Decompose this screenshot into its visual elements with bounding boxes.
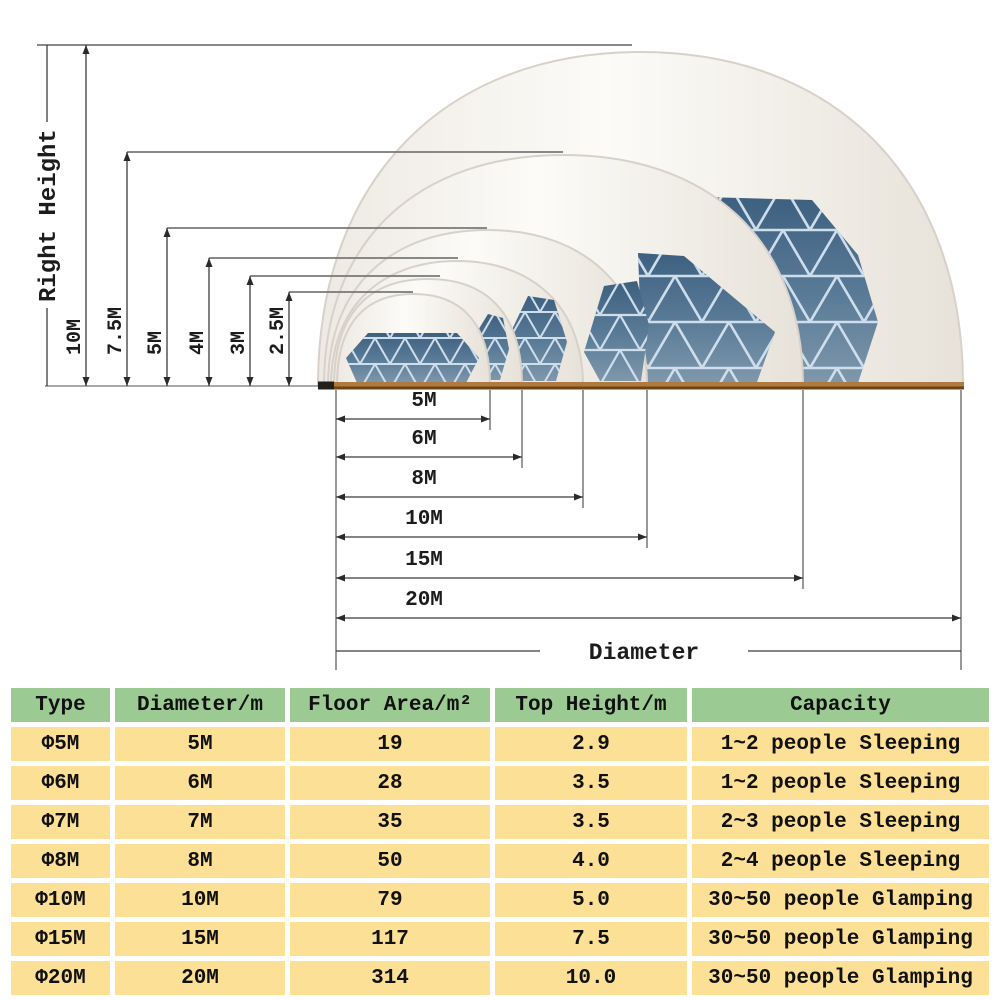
cell-diameter: 20M xyxy=(115,961,285,995)
col-header-floor-area: Floor Area/m² xyxy=(290,688,490,722)
diameter-dim-label-5m: 5M xyxy=(411,390,436,413)
ground-line xyxy=(45,381,964,390)
cell-capacity: 2~3 people Sleeping xyxy=(692,805,989,839)
height-dim-label-2-5m: 2.5M xyxy=(267,307,290,355)
col-header-diameter: Diameter/m xyxy=(115,688,285,722)
diameter-axis-label: Diameter xyxy=(589,640,699,666)
height-dim-label-4m: 4M xyxy=(187,331,210,355)
height-dim-label-3m: 3M xyxy=(228,331,251,355)
cell-diameter: 10M xyxy=(115,883,285,917)
table-row: Φ10M 10M 79 5.0 30~50 people Glamping xyxy=(11,883,989,917)
cell-top-height: 5.0 xyxy=(495,883,687,917)
cell-floor-area: 19 xyxy=(290,727,490,761)
cell-type: Φ7M xyxy=(11,805,110,839)
col-header-capacity: Capacity xyxy=(692,688,989,722)
cell-floor-area: 28 xyxy=(290,766,490,800)
table-row: Φ15M 15M 117 7.5 30~50 people Glamping xyxy=(11,922,989,956)
spec-table: Type Diameter/m Floor Area/m² Top Height… xyxy=(6,683,994,1000)
cell-type: Φ8M xyxy=(11,844,110,878)
cell-type: Φ6M xyxy=(11,766,110,800)
cell-diameter: 5M xyxy=(115,727,285,761)
table-row: Φ7M 7M 35 3.5 2~3 people Sleeping xyxy=(11,805,989,839)
cell-diameter: 15M xyxy=(115,922,285,956)
col-header-top-height: Top Height/m xyxy=(495,688,687,722)
cell-type: Φ15M xyxy=(11,922,110,956)
table-header-row: Type Diameter/m Floor Area/m² Top Height… xyxy=(11,688,989,722)
diameter-extension-lines xyxy=(335,390,962,670)
height-dim-label-5m: 5M xyxy=(145,331,168,355)
cell-top-height: 10.0 xyxy=(495,961,687,995)
table-row: Φ20M 20M 314 10.0 30~50 people Glamping xyxy=(11,961,989,995)
table-row: Φ6M 6M 28 3.5 1~2 people Sleeping xyxy=(11,766,989,800)
diameter-dim-label-8m: 8M xyxy=(411,468,436,491)
diameter-dim-label-20m: 20M xyxy=(405,589,443,612)
right-height-axis-label: Right Height xyxy=(36,129,63,302)
table-row: Φ5M 5M 19 2.9 1~2 people Sleeping xyxy=(11,727,989,761)
cell-floor-area: 35 xyxy=(290,805,490,839)
diameter-dimension-lines xyxy=(336,418,961,652)
height-dim-label-10m: 10M xyxy=(64,319,87,355)
diameter-dim-label-10m: 10M xyxy=(405,508,443,531)
height-dimension-arrows xyxy=(82,45,293,386)
cell-floor-area: 79 xyxy=(290,883,490,917)
cell-floor-area: 117 xyxy=(290,922,490,956)
cell-capacity: 1~2 people Sleeping xyxy=(692,727,989,761)
diameter-dim-label-15m: 15M xyxy=(405,549,443,572)
cell-diameter: 8M xyxy=(115,844,285,878)
diameter-dimension-arrows xyxy=(336,415,961,622)
cell-top-height: 7.5 xyxy=(495,922,687,956)
cell-capacity: 30~50 people Glamping xyxy=(692,922,989,956)
cell-type: Φ5M xyxy=(11,727,110,761)
cell-top-height: 2.9 xyxy=(495,727,687,761)
diameter-dim-label-6m: 6M xyxy=(411,428,436,451)
cell-top-height: 3.5 xyxy=(495,766,687,800)
cell-floor-area: 314 xyxy=(290,961,490,995)
cell-type: Φ20M xyxy=(11,961,110,995)
table-row: Φ8M 8M 50 4.0 2~4 people Sleeping xyxy=(11,844,989,878)
height-dim-label-7-5m: 7.5M xyxy=(105,307,128,355)
cell-diameter: 7M xyxy=(115,805,285,839)
cell-capacity: 1~2 people Sleeping xyxy=(692,766,989,800)
cell-type: Φ10M xyxy=(11,883,110,917)
dome-size-diagram: Right Height 10M 7.5M 5M 4M 3M 2.5M 5M 6… xyxy=(36,44,965,670)
height-dimension-lines xyxy=(37,44,632,386)
cell-capacity: 30~50 people Glamping xyxy=(692,961,989,995)
cell-floor-area: 50 xyxy=(290,844,490,878)
dome-5m xyxy=(335,292,492,387)
cell-capacity: 2~4 people Sleeping xyxy=(692,844,989,878)
cell-diameter: 6M xyxy=(115,766,285,800)
cell-top-height: 4.0 xyxy=(495,844,687,878)
cell-top-height: 3.5 xyxy=(495,805,687,839)
cell-capacity: 30~50 people Glamping xyxy=(692,883,989,917)
col-header-type: Type xyxy=(11,688,110,722)
